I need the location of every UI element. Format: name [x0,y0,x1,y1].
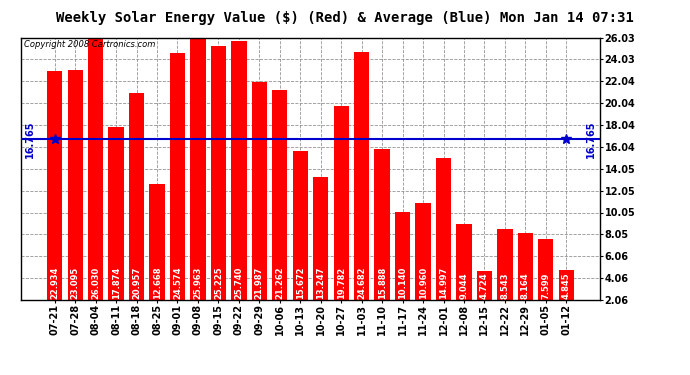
Bar [231,40,246,300]
Text: 4.724: 4.724 [480,273,489,300]
Text: Copyright 2008 Cartronics.com: Copyright 2008 Cartronics.com [23,40,155,49]
Text: 25.963: 25.963 [193,267,202,300]
Text: 10.140: 10.140 [398,267,407,300]
Text: 16.765: 16.765 [25,120,35,158]
Bar [436,158,451,300]
Text: 8.164: 8.164 [521,273,530,300]
Text: 10.960: 10.960 [419,267,428,300]
Text: 13.247: 13.247 [316,267,325,300]
Text: 14.997: 14.997 [439,267,448,300]
Text: 19.782: 19.782 [337,267,346,300]
Text: 21.262: 21.262 [275,267,284,300]
Bar [149,184,165,300]
Text: 16.765: 16.765 [586,120,596,158]
Text: 15.888: 15.888 [377,267,386,300]
Bar [210,46,226,300]
Bar [415,202,431,300]
Text: 22.934: 22.934 [50,267,59,300]
Bar [395,211,411,300]
Text: 23.095: 23.095 [70,267,79,300]
Text: 7.599: 7.599 [542,273,551,300]
Text: 26.030: 26.030 [91,267,100,300]
Text: 21.987: 21.987 [255,267,264,300]
Text: 9.044: 9.044 [460,273,469,300]
Bar [559,270,574,300]
Bar [68,70,83,300]
Text: 4.845: 4.845 [562,273,571,300]
Bar [272,90,288,300]
Bar [333,106,349,300]
Text: 25.740: 25.740 [235,267,244,300]
Bar [477,271,492,300]
Bar [518,233,533,300]
Bar [456,224,472,300]
Bar [108,127,124,300]
Bar [313,177,328,300]
Bar [252,82,267,300]
Bar [170,54,185,300]
Bar [47,71,62,300]
Bar [88,38,103,300]
Text: 15.672: 15.672 [296,267,305,300]
Text: 24.682: 24.682 [357,267,366,300]
Bar [354,52,369,300]
Text: 17.874: 17.874 [112,267,121,300]
Text: 25.225: 25.225 [214,267,223,300]
Text: 8.543: 8.543 [500,273,509,300]
Text: 20.957: 20.957 [132,267,141,300]
Bar [375,148,390,300]
Text: Weekly Solar Energy Value ($) (Red) & Average (Blue) Mon Jan 14 07:31: Weekly Solar Energy Value ($) (Red) & Av… [56,11,634,25]
Bar [129,93,144,300]
Text: 24.574: 24.574 [173,267,182,300]
Bar [190,38,206,300]
Bar [497,229,513,300]
Text: 12.668: 12.668 [152,267,161,300]
Bar [538,239,553,300]
Bar [293,151,308,300]
